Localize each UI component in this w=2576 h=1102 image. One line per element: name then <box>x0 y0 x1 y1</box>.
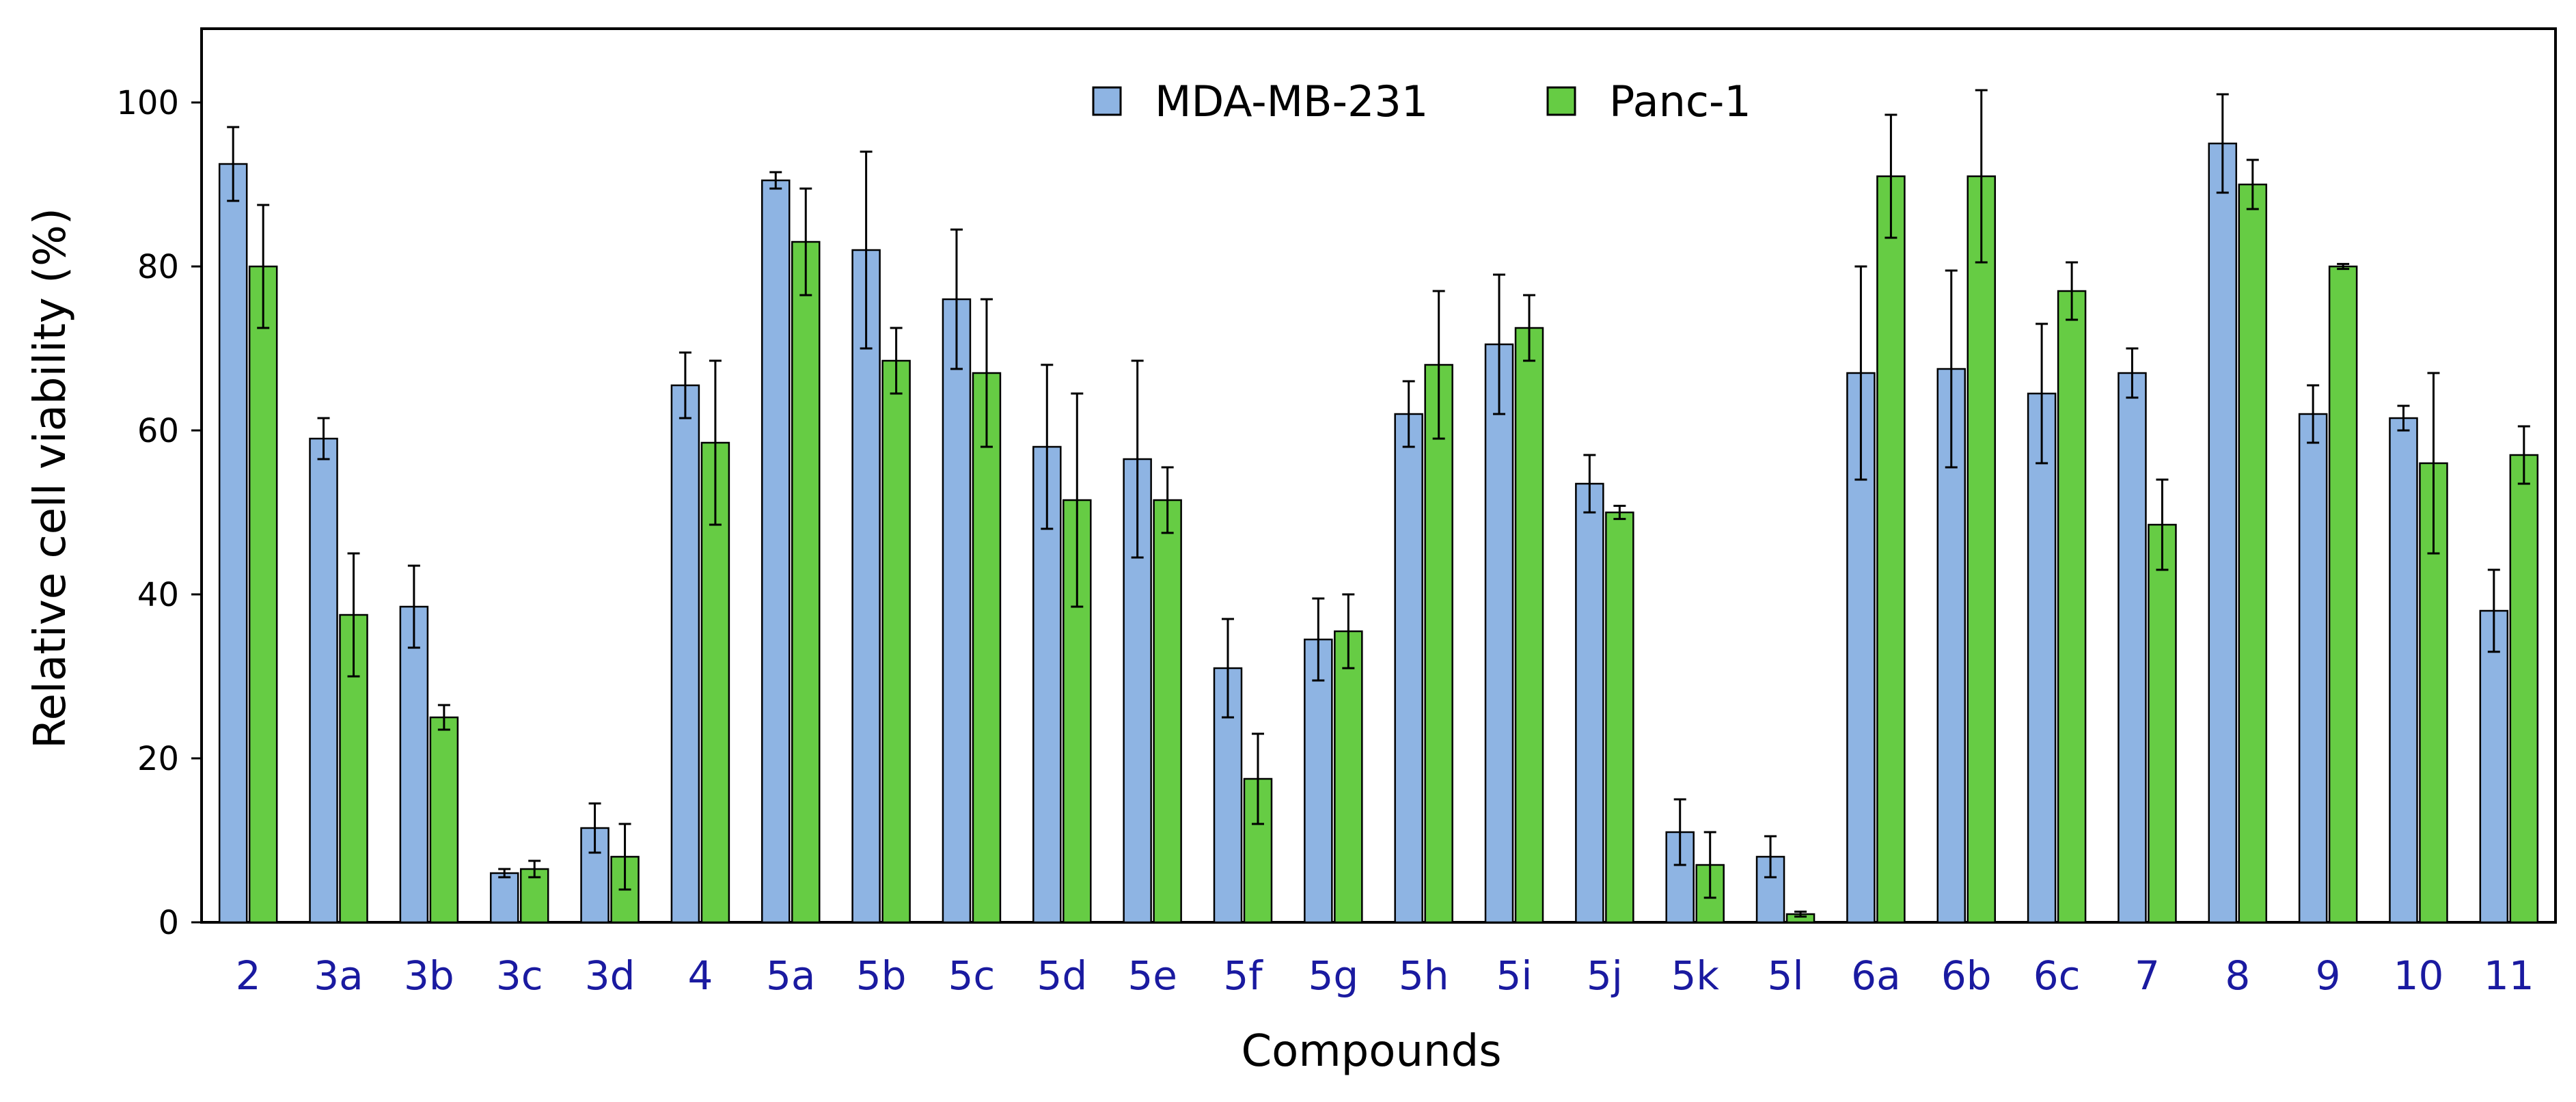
y-tick-label: 0 <box>158 904 179 942</box>
x-tick-label: 5e <box>1127 952 1177 999</box>
x-tick-label: 3b <box>404 952 454 999</box>
legend-swatch-mda-mb-231 <box>1092 86 1122 116</box>
bar-panc-1-5b <box>881 359 911 924</box>
x-tick-label: 10 <box>2394 952 2444 999</box>
bar-panc-1-6c <box>2057 290 2087 924</box>
x-tick-label: 9 <box>2316 952 2341 999</box>
bar-panc-1-8 <box>2238 183 2268 924</box>
x-tick-label: 5b <box>856 952 907 999</box>
bar-mda-mb-231-8 <box>2208 142 2238 924</box>
bar-mda-mb-231-5h <box>1394 413 1423 924</box>
bar-panc-1-3b <box>429 716 459 924</box>
x-tick-label: 6b <box>1941 952 1992 999</box>
bar-panc-1-5i <box>1514 327 1544 924</box>
bar-mda-mb-231-9 <box>2298 413 2328 924</box>
x-tick-label: 5l <box>1768 952 1804 999</box>
bar-mda-mb-231-5b <box>851 249 881 924</box>
bar-panc-1-9 <box>2328 265 2358 924</box>
x-tick-label: 4 <box>687 952 713 999</box>
bar-panc-1-5c <box>972 372 1002 924</box>
x-axis: 2 3a 3b 3c 3d 4 5a 5b 5c 5d 5e 5f 5g 5h 5i 5j 5k 5l 6a 6b 6c… <box>236 952 2534 999</box>
bar-mda-mb-231-7 <box>2118 372 2147 924</box>
legend-label-panc-1: Panc-1 <box>1609 77 1751 126</box>
y-tick-label: 60 <box>137 412 179 450</box>
x-tick-label: 5j <box>1587 952 1623 999</box>
y-tick-label: 100 <box>116 84 179 122</box>
bar-panc-1-5e <box>1153 499 1182 924</box>
legend: MDA-MB-231 Panc-1 <box>1092 77 1751 126</box>
bar-mda-mb-231-4 <box>670 384 700 924</box>
bar-mda-mb-231-2 <box>218 163 248 924</box>
x-tick-label: 3d <box>585 952 635 999</box>
bar-panc-1-7 <box>2148 523 2177 924</box>
x-tick-label: 5f <box>1223 952 1263 999</box>
legend-label-mda-mb-231: MDA-MB-231 <box>1155 77 1428 126</box>
bar-panc-1-11 <box>2509 454 2539 924</box>
y-tick-label: 80 <box>137 248 179 286</box>
bar-mda-mb-231-3a <box>309 437 338 924</box>
bar-mda-mb-231-11 <box>2479 609 2509 924</box>
plot-frame <box>200 27 2557 924</box>
x-tick-label: 6a <box>1851 952 1900 999</box>
error-bars-layer <box>227 89 2530 918</box>
x-tick-label: 5c <box>948 952 996 999</box>
y-axis-title: Relative cell viability (%) <box>25 208 76 749</box>
bar-panc-1-6a <box>1876 175 1906 924</box>
bar-mda-mb-231-3b <box>399 605 429 924</box>
x-tick-label: 3a <box>314 952 363 999</box>
x-tick-label: 8 <box>2225 952 2250 999</box>
x-tick-label: 5h <box>1399 952 1449 999</box>
bar-mda-mb-231-10 <box>2389 417 2418 924</box>
x-tick-label: 5g <box>1308 952 1358 999</box>
bar-panc-1-5j <box>1605 511 1634 924</box>
bar-mda-mb-231-3c <box>489 872 519 924</box>
bar-mda-mb-231-5j <box>1575 482 1604 924</box>
x-tick-label: 5i <box>1496 952 1533 999</box>
bar-mda-mb-231-5a <box>761 179 791 924</box>
bar-mda-mb-231-5g <box>1304 638 1333 924</box>
bar-panc-1-5h <box>1424 363 1453 924</box>
y-tick-label: 20 <box>137 740 179 778</box>
x-tick-label: 2 <box>236 952 261 999</box>
bars-layer <box>218 142 2539 924</box>
x-tick-label: 3c <box>496 952 543 999</box>
x-tick-label: 5k <box>1671 952 1719 999</box>
x-tick-label: 11 <box>2484 952 2534 999</box>
bar-panc-1-5a <box>791 240 821 924</box>
bar-panc-1-6b <box>1967 175 1996 924</box>
legend-swatch-panc-1 <box>1546 86 1576 116</box>
x-axis-title: Compounds <box>1241 1026 1501 1077</box>
bar-panc-1-2 <box>248 265 278 924</box>
x-tick-label: 6c <box>2033 952 2081 999</box>
bar-mda-mb-231-5i <box>1484 343 1514 924</box>
bar-mda-mb-231-6c <box>2027 392 2057 924</box>
x-tick-label: 7 <box>2135 952 2160 999</box>
x-tick-label: 5d <box>1037 952 1087 999</box>
bar-panc-1-5g <box>1334 630 1363 924</box>
y-tick-label: 40 <box>137 576 179 614</box>
y-axis: 0 20 40 60 80 100 <box>116 84 202 942</box>
x-tick-label: 5a <box>766 952 815 999</box>
bar-mda-mb-231-5c <box>942 298 972 924</box>
